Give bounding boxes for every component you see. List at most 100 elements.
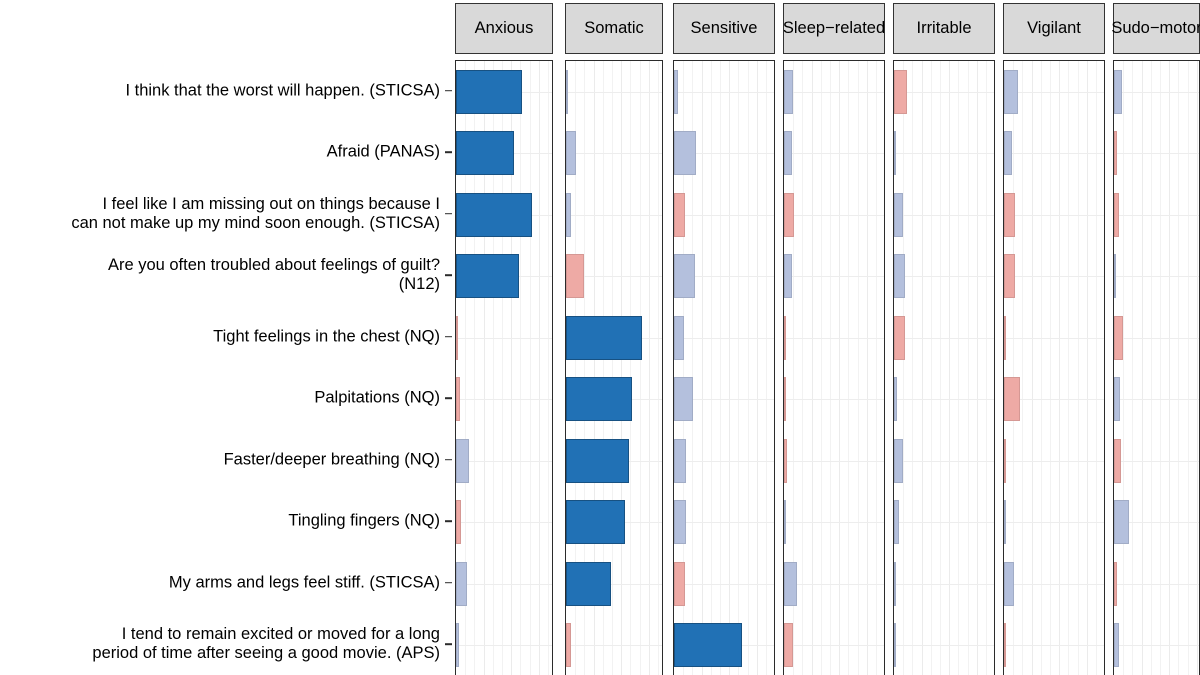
bar bbox=[566, 69, 568, 114]
bar bbox=[784, 192, 795, 237]
horizontal-gridline bbox=[1004, 214, 1104, 216]
vertical-gridline-major bbox=[729, 61, 731, 675]
vertical-gridline bbox=[958, 61, 960, 675]
horizontal-gridline bbox=[1114, 153, 1199, 155]
facet-panel: Somatic bbox=[565, 0, 663, 675]
facet-plot-area bbox=[1003, 60, 1105, 675]
vertical-gridline bbox=[692, 61, 694, 675]
bar bbox=[456, 69, 523, 114]
facet-plot-area bbox=[455, 60, 553, 675]
vertical-gridline bbox=[857, 61, 859, 675]
bar bbox=[784, 623, 794, 668]
vertical-gridline bbox=[1040, 61, 1042, 675]
y-axis-label: Faster/deeper breathing (NQ) bbox=[223, 450, 440, 469]
bar bbox=[456, 500, 462, 545]
horizontal-gridline bbox=[1004, 460, 1104, 462]
vertical-gridline bbox=[492, 61, 494, 675]
horizontal-gridline bbox=[456, 399, 552, 401]
y-axis-label: Tight feelings in the chest (NQ) bbox=[213, 327, 440, 346]
facet-panel: Sleep−related bbox=[783, 0, 885, 675]
bar bbox=[894, 315, 906, 360]
vertical-gridline-major bbox=[866, 61, 869, 675]
facet-strip-label: Vigilant bbox=[1003, 3, 1105, 54]
vertical-gridline bbox=[793, 61, 795, 675]
horizontal-gridline bbox=[894, 153, 994, 155]
bar bbox=[784, 131, 793, 176]
vertical-gridline bbox=[502, 61, 503, 675]
horizontal-gridline bbox=[894, 91, 994, 93]
horizontal-gridline bbox=[1114, 645, 1199, 647]
horizontal-gridline bbox=[784, 522, 884, 524]
vertical-gridline bbox=[529, 61, 531, 675]
horizontal-gridline bbox=[894, 276, 994, 278]
horizontal-gridline bbox=[894, 460, 994, 462]
y-axis-tick bbox=[445, 581, 452, 584]
vertical-gridline bbox=[1123, 61, 1125, 675]
vertical-gridline bbox=[912, 61, 914, 675]
horizontal-gridline bbox=[674, 399, 774, 401]
vertical-gridline bbox=[1160, 61, 1161, 675]
bar bbox=[894, 561, 896, 606]
facet-panels: Anxious Somatic Sensitive Sleep−related Irri… bbox=[452, 0, 1200, 675]
bar bbox=[1114, 438, 1121, 483]
horizontal-gridline bbox=[894, 399, 994, 401]
vertical-gridline bbox=[658, 61, 659, 675]
bar bbox=[456, 315, 458, 360]
horizontal-gridline bbox=[1004, 276, 1104, 278]
bar bbox=[784, 254, 792, 299]
horizontal-gridline bbox=[674, 522, 774, 524]
horizontal-gridline bbox=[1114, 399, 1199, 401]
vertical-gridline bbox=[747, 61, 749, 675]
bar bbox=[1004, 500, 1006, 545]
vertical-gridline-major bbox=[593, 61, 595, 675]
y-axis-tick bbox=[445, 89, 452, 92]
bar bbox=[674, 500, 686, 545]
bar bbox=[1114, 254, 1116, 299]
facet-strip-label: Sensitive bbox=[673, 3, 775, 54]
vertical-gridline bbox=[474, 61, 476, 675]
bar bbox=[784, 69, 794, 114]
bar bbox=[456, 438, 469, 483]
horizontal-gridline bbox=[1114, 91, 1199, 93]
vertical-gridline bbox=[639, 61, 641, 675]
y-axis-tick bbox=[445, 151, 452, 154]
vertical-gridline bbox=[940, 61, 941, 675]
horizontal-gridline bbox=[784, 337, 884, 339]
vertical-gridline bbox=[1132, 61, 1134, 675]
vertical-gridline bbox=[720, 61, 721, 675]
vertical-gridline bbox=[766, 61, 767, 675]
bar bbox=[1004, 192, 1015, 237]
horizontal-gridline bbox=[894, 522, 994, 524]
horizontal-gridline bbox=[1004, 645, 1104, 647]
facet-strip-label: Sudo−motor bbox=[1111, 3, 1200, 54]
horizontal-gridline bbox=[456, 645, 552, 647]
bar bbox=[1004, 254, 1015, 299]
vertical-gridline bbox=[848, 61, 850, 675]
bar bbox=[1004, 623, 1006, 668]
bar bbox=[674, 69, 678, 114]
y-axis-tick bbox=[445, 335, 452, 338]
y-axis-tick bbox=[445, 397, 452, 400]
horizontal-gridline bbox=[1004, 337, 1104, 339]
bar bbox=[674, 315, 685, 360]
bar bbox=[1004, 131, 1012, 176]
facet-panel: Anxious bbox=[455, 0, 553, 675]
bar bbox=[784, 377, 786, 422]
horizontal-gridline bbox=[784, 276, 884, 278]
vertical-gridline-major bbox=[538, 61, 541, 675]
facet-plot-area bbox=[1113, 60, 1200, 675]
horizontal-gridline bbox=[566, 276, 662, 278]
vertical-gridline-major bbox=[921, 61, 923, 675]
facet-panel: Irritable bbox=[893, 0, 995, 675]
vertical-gridline bbox=[1178, 61, 1180, 675]
horizontal-gridline bbox=[894, 214, 994, 216]
vertical-gridline bbox=[683, 61, 685, 675]
vertical-gridline bbox=[802, 61, 804, 675]
bar bbox=[674, 561, 686, 606]
horizontal-gridline bbox=[1114, 522, 1199, 524]
bar bbox=[784, 438, 787, 483]
vertical-gridline bbox=[1022, 61, 1024, 675]
vertical-gridline-major bbox=[976, 61, 979, 675]
bar bbox=[566, 623, 571, 668]
